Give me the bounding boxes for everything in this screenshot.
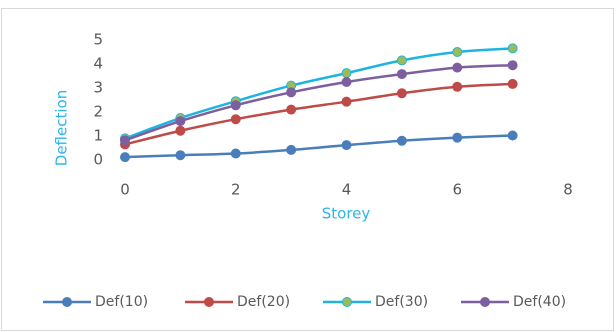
point-marker <box>120 152 130 163</box>
legend-label: Def(10) <box>95 294 148 310</box>
y-axis-label: Deflection <box>53 90 71 166</box>
y-tick-label: 2 <box>93 103 103 121</box>
point-marker <box>507 60 518 71</box>
x-tick-label: 2 <box>231 181 241 199</box>
point-marker <box>396 69 407 80</box>
point-marker <box>341 77 352 87</box>
y-tick-label: 3 <box>93 79 103 97</box>
point-marker <box>230 114 241 125</box>
legend-marker <box>204 297 214 307</box>
point-marker <box>286 87 297 98</box>
legend-label: Def(30) <box>375 294 428 310</box>
point-marker <box>286 144 297 155</box>
point-marker <box>341 68 352 79</box>
point-marker <box>286 104 297 115</box>
point-marker <box>452 81 463 92</box>
legend-marker <box>342 297 352 307</box>
x-tick-label: 4 <box>342 181 352 199</box>
point-marker <box>341 140 352 151</box>
point-marker <box>175 150 186 161</box>
point-marker <box>507 130 518 141</box>
point-marker <box>507 43 518 54</box>
x-axis-label: Storey <box>322 205 371 223</box>
y-tick-label: 5 <box>93 31 103 49</box>
legend-marker <box>62 297 72 307</box>
point-marker <box>341 96 352 107</box>
legend-label: Def(40) <box>513 294 566 310</box>
point-marker <box>396 88 407 99</box>
point-marker <box>120 135 130 146</box>
legend-label: Def(20) <box>237 294 290 310</box>
point-marker <box>230 148 241 159</box>
point-marker <box>452 132 463 143</box>
x-tick-label: 0 <box>120 181 130 199</box>
x-tick-label: 6 <box>452 181 462 199</box>
point-marker <box>175 125 186 136</box>
point-marker <box>507 78 518 89</box>
point-marker <box>396 135 407 146</box>
y-tick-label: 0 <box>93 151 103 169</box>
point-marker <box>175 116 186 127</box>
point-marker <box>396 55 407 66</box>
point-marker <box>452 47 463 57</box>
legend-marker <box>480 297 490 307</box>
x-tick-label: 8 <box>563 181 573 199</box>
y-tick-label: 4 <box>93 55 103 73</box>
point-marker <box>452 62 463 73</box>
y-tick-label: 1 <box>93 127 103 145</box>
point-marker <box>230 100 241 111</box>
